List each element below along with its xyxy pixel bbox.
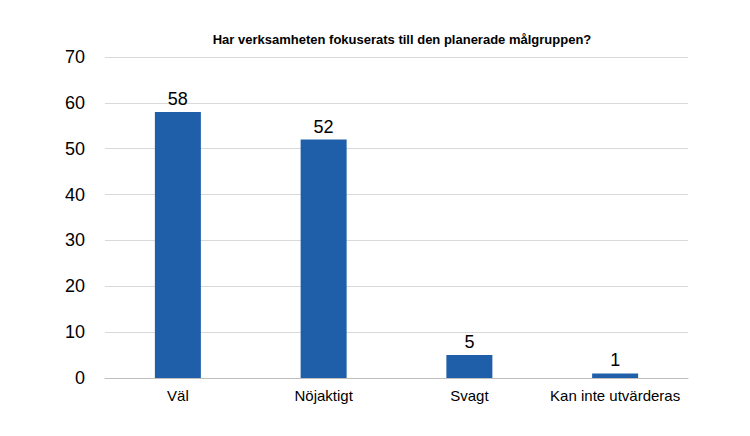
svg-text:5: 5 xyxy=(464,332,474,352)
svg-text:Väl: Väl xyxy=(167,387,189,404)
svg-text:40: 40 xyxy=(65,185,85,205)
svg-text:10: 10 xyxy=(65,322,85,342)
svg-text:58: 58 xyxy=(168,89,188,109)
svg-text:50: 50 xyxy=(65,139,85,159)
svg-text:Har verksamheten fokuserats ti: Har verksamheten fokuserats till den pla… xyxy=(213,32,592,47)
svg-text:20: 20 xyxy=(65,276,85,296)
svg-text:60: 60 xyxy=(65,93,85,113)
svg-text:30: 30 xyxy=(65,230,85,250)
svg-text:52: 52 xyxy=(314,117,334,137)
svg-text:1: 1 xyxy=(610,350,620,370)
svg-text:Kan inte utvärderas: Kan inte utvärderas xyxy=(550,387,680,404)
svg-text:70: 70 xyxy=(65,47,85,67)
svg-text:Svagt: Svagt xyxy=(450,387,489,404)
svg-text:Nöjaktigt: Nöjaktigt xyxy=(294,387,353,404)
svg-text:0: 0 xyxy=(75,368,85,388)
